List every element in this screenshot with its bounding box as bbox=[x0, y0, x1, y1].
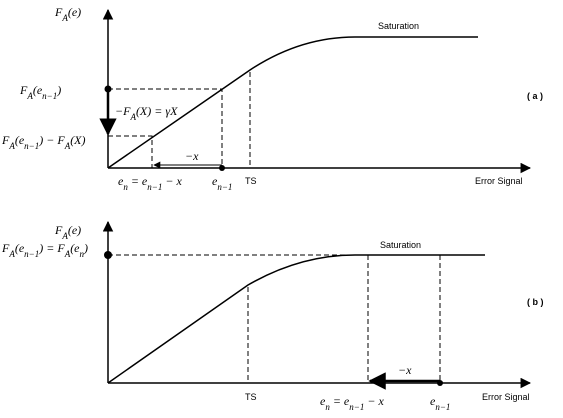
label: Error Signal bbox=[475, 176, 523, 186]
panel-b bbox=[102, 220, 532, 390]
label: en−1 bbox=[212, 174, 232, 192]
text-part: (e bbox=[15, 241, 25, 255]
label: FA(en−1) = FA(en) bbox=[1, 241, 88, 259]
label: Error Signal bbox=[482, 392, 530, 402]
label: TS bbox=[245, 392, 257, 402]
text-part: ( b ) bbox=[527, 297, 544, 307]
text-part: (X) bbox=[70, 133, 85, 147]
text-part: ) = F bbox=[38, 241, 65, 255]
text-part: (e) bbox=[68, 5, 81, 19]
text-part: F bbox=[19, 83, 28, 97]
subscript: A bbox=[129, 112, 136, 122]
text-part: ( a ) bbox=[527, 91, 543, 101]
curve bbox=[107, 254, 485, 384]
label: ( b ) bbox=[527, 297, 544, 307]
text-part: ) bbox=[83, 241, 88, 255]
text-part: e bbox=[320, 394, 326, 408]
label: −x bbox=[185, 149, 199, 163]
subscript: n−1 bbox=[435, 402, 450, 412]
text-part: (e bbox=[15, 133, 25, 147]
text-part: e bbox=[430, 394, 436, 408]
text-part: TS bbox=[245, 392, 257, 402]
subscript: n bbox=[123, 182, 128, 192]
label: FA(e) bbox=[54, 5, 81, 23]
label: Saturation bbox=[378, 21, 419, 31]
text-part: F bbox=[54, 5, 63, 19]
text-part: (e) bbox=[68, 223, 81, 237]
subscript: n−1 bbox=[217, 182, 232, 192]
subscript: A bbox=[61, 231, 68, 241]
label: ( a ) bbox=[527, 91, 543, 101]
subscript: n−1 bbox=[147, 182, 162, 192]
subscript: A bbox=[8, 141, 15, 151]
text-part: (X) = γX bbox=[136, 104, 178, 118]
subscript: A bbox=[61, 13, 68, 23]
text-part: = e bbox=[330, 394, 350, 408]
label: TS bbox=[245, 176, 257, 186]
label: en−1 bbox=[430, 394, 450, 412]
label: FA(en−1) − FA(X) bbox=[1, 133, 86, 151]
text-part: −x bbox=[398, 363, 412, 377]
guides bbox=[108, 254, 441, 383]
text-part: F bbox=[1, 241, 10, 255]
dot bbox=[219, 165, 225, 171]
dot bbox=[437, 380, 443, 386]
label: FA(en−1) bbox=[19, 83, 61, 101]
subscript: A bbox=[64, 141, 71, 151]
subscript: n−1 bbox=[42, 91, 57, 101]
text-part: TS bbox=[245, 176, 257, 186]
guides bbox=[108, 72, 251, 168]
text-part: = e bbox=[128, 174, 148, 188]
subscript: n−1 bbox=[24, 249, 39, 259]
subscript: n−1 bbox=[349, 402, 364, 412]
text-part: (e bbox=[70, 241, 80, 255]
panel-a bbox=[99, 8, 532, 174]
label: en = en−1 − x bbox=[320, 394, 384, 412]
text-part: − x bbox=[162, 174, 182, 188]
curve bbox=[107, 36, 478, 169]
subscript: n−1 bbox=[24, 141, 39, 151]
text-part: −x bbox=[185, 149, 199, 163]
subscript: A bbox=[8, 249, 15, 259]
subscript: n bbox=[80, 249, 85, 259]
text-part: e bbox=[212, 174, 218, 188]
subscript: n bbox=[325, 402, 330, 412]
text-part: Error Signal bbox=[482, 392, 530, 402]
label: FA(e) bbox=[54, 223, 81, 241]
text-part: (e bbox=[33, 83, 43, 97]
label: en = en−1 − x bbox=[118, 174, 182, 192]
subscript: A bbox=[26, 91, 33, 101]
text-part: − x bbox=[364, 394, 384, 408]
text-part: Error Signal bbox=[475, 176, 523, 186]
text-part: ) bbox=[56, 83, 61, 97]
text-part: e bbox=[118, 174, 124, 188]
text-part: F bbox=[54, 223, 63, 237]
text-part: Saturation bbox=[380, 240, 421, 250]
dot bbox=[104, 251, 112, 259]
text-part: ) − F bbox=[38, 133, 65, 147]
text-part: Saturation bbox=[378, 21, 419, 31]
text-part: −F bbox=[115, 104, 131, 118]
dot bbox=[104, 85, 112, 93]
label: Saturation bbox=[380, 240, 421, 250]
label: −x bbox=[398, 363, 412, 377]
label: −FA(X) = γX bbox=[115, 104, 178, 122]
text-part: F bbox=[1, 133, 10, 147]
subscript: A bbox=[64, 249, 71, 259]
